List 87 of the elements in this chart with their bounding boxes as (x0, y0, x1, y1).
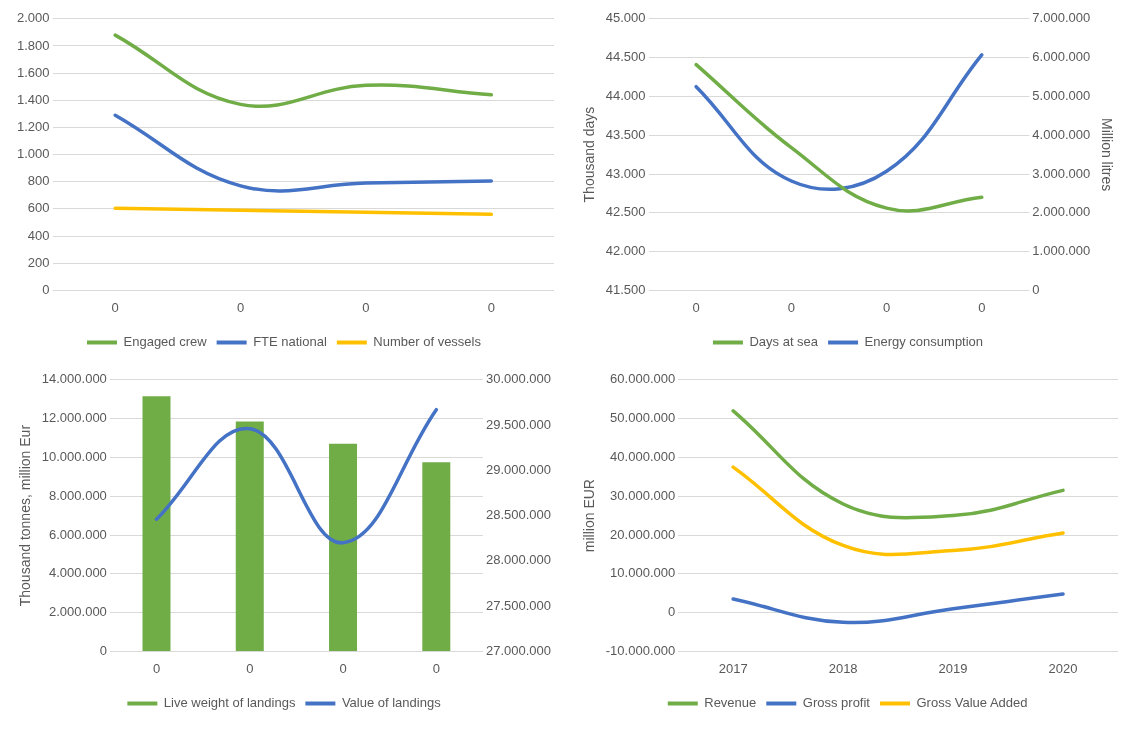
y-tick-label: 45.000 (605, 10, 646, 26)
y-tick-label: 42.000 (605, 243, 646, 259)
x-tick-label: 2017 (718, 660, 748, 676)
x-tick-label: 0 (432, 660, 440, 676)
legend-label: Gross profit (802, 695, 871, 711)
y2-tick-label: 7.000.000 (1032, 10, 1091, 26)
y-tick-label: 14.000.000 (41, 371, 107, 387)
y2-tick-label: 0 (1032, 281, 1040, 297)
y2-tick-label: 30.000.000 (485, 371, 552, 387)
y-tick-label: 600 (27, 200, 50, 216)
y2-tick-label: 6.000.000 (1032, 49, 1091, 65)
x-tick-label: 0 (787, 299, 795, 315)
bar (235, 421, 264, 651)
y2-tick-label: 28.500.000 (485, 507, 552, 523)
y2-axis-title: Million litres (1098, 118, 1115, 192)
y2-tick-label: 29.500.000 (485, 416, 552, 432)
y2-tick-label: 3.000.000 (1032, 165, 1091, 181)
legend-label: Number of vessels (373, 334, 482, 350)
y-tick-label: 200 (27, 254, 50, 270)
legend-label: Energy consumption (864, 334, 984, 350)
y2-tick-label: 29.000.000 (485, 461, 552, 477)
legend-label: Revenue (704, 695, 757, 711)
legend-label: Live weight of landings (163, 695, 296, 711)
y-tick-label: 1.600 (16, 64, 50, 80)
y-axis-title: million EUR (581, 479, 598, 553)
y-tick-label: 44.000 (605, 87, 646, 103)
y-tick-label: 0 (99, 642, 107, 658)
bar (142, 396, 171, 651)
x-tick-label: 0 (692, 299, 700, 315)
y-tick-label: 6.000.000 (49, 526, 107, 542)
x-tick-label: 0 (236, 299, 245, 315)
x-tick-label: 0 (339, 660, 347, 676)
y-tick-label: 50.000.000 (610, 410, 676, 426)
legend-label: Gross Value Added (916, 695, 1028, 711)
y-tick-label: 1.200 (16, 119, 50, 135)
y-tick-label: 8.000.000 (49, 487, 107, 503)
y-tick-label: 2.000.000 (49, 604, 107, 620)
x-tick-label: 2018 (828, 660, 858, 676)
line-series (154, 407, 439, 545)
bar (422, 462, 451, 651)
y-tick-label: 20.000.000 (610, 526, 676, 542)
legend-label: Engaged crew (123, 334, 208, 350)
y-axis-title: Thousand tonnes, million Eur (17, 424, 34, 607)
y-tick-label: 43.500 (605, 126, 646, 142)
y-tick-label: 30.000.000 (610, 487, 676, 503)
x-tick-label: 2019 (938, 660, 968, 676)
y2-tick-label: 4.000.000 (1032, 126, 1091, 142)
x-tick-label: 0 (487, 299, 495, 315)
x-tick-label: 0 (978, 299, 986, 315)
y2-tick-label: 27.500.000 (485, 597, 552, 613)
y-tick-label: 0 (667, 604, 676, 620)
legend-label: Value of landings (341, 695, 442, 711)
y-tick-label: 40.000.000 (610, 448, 676, 464)
x-tick-label: 0 (246, 660, 254, 676)
y-tick-label: 1.000 (16, 146, 50, 162)
y2-tick-label: 2.000.000 (1032, 204, 1091, 220)
y-tick-label: 0 (42, 281, 50, 297)
y-tick-label: 1.400 (16, 91, 50, 107)
y-tick-label: 60.000.000 (610, 371, 676, 387)
legend-label: FTE national (253, 334, 327, 350)
y2-tick-label: 27.000.000 (485, 642, 552, 658)
x-tick-label: 0 (111, 299, 119, 315)
line-series (731, 592, 1065, 625)
y-tick-label: 42.500 (605, 204, 646, 220)
x-tick-label: 0 (152, 660, 161, 676)
y-tick-label: 400 (27, 227, 50, 243)
x-tick-label: 2020 (1048, 660, 1078, 676)
y2-tick-label: 5.000.000 (1032, 87, 1091, 103)
y-tick-label: 10.000.000 (41, 448, 107, 464)
y-tick-label: 800 (27, 173, 50, 189)
bar (329, 443, 358, 651)
y-tick-label: 1.800 (16, 37, 50, 53)
x-tick-label: 0 (882, 299, 891, 315)
y-axis-title: Thousand days (581, 106, 598, 203)
y-tick-label: -10.000.000 (605, 642, 676, 658)
x-tick-label: 0 (362, 299, 370, 315)
legend-label: Days at sea (749, 334, 819, 350)
y-tick-label: 2.000 (16, 10, 50, 26)
y2-tick-label: 1.000.000 (1032, 243, 1091, 259)
y-tick-label: 43.000 (605, 165, 646, 181)
line-series (113, 206, 494, 217)
y-tick-label: 44.500 (605, 49, 646, 65)
y2-tick-label: 28.000.000 (485, 552, 552, 568)
y-tick-label: 12.000.000 (41, 410, 107, 426)
y-tick-label: 4.000.000 (49, 565, 107, 581)
y-tick-label: 41.500 (605, 281, 646, 297)
y-tick-label: 10.000.000 (610, 565, 676, 581)
